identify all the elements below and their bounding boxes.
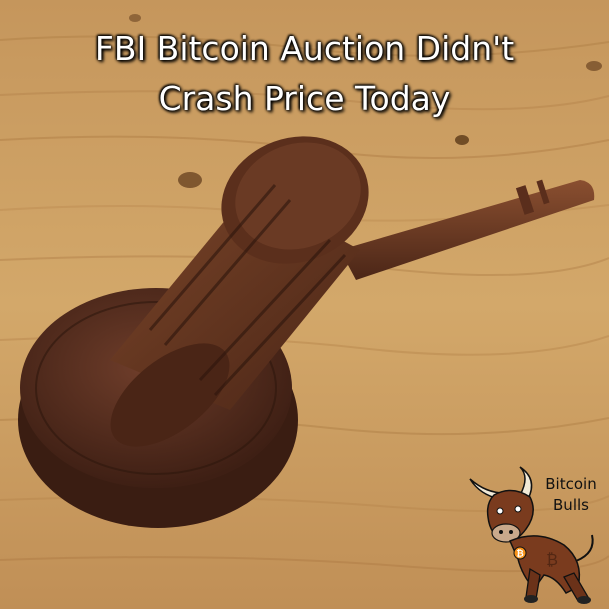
headline-line-2: Crash Price Today — [158, 79, 451, 118]
headline-line-1: FBI Bitcoin Auction Didn't — [94, 29, 515, 68]
gavel-handle — [340, 179, 595, 280]
bull-mascot-icon: ₿ ₿ — [469, 466, 594, 604]
logo-line-1: Bitcoin — [545, 475, 597, 493]
headline: FBI Bitcoin Auction Didn't Crash Price T… — [0, 24, 609, 124]
gavel-head — [110, 136, 369, 447]
svg-text:₿: ₿ — [516, 549, 523, 560]
logo-line-2: Bulls — [553, 496, 589, 514]
svg-text:₿: ₿ — [546, 550, 558, 569]
bitcoin-bulls-logo-text: Bitcoin Bulls — [533, 474, 609, 516]
